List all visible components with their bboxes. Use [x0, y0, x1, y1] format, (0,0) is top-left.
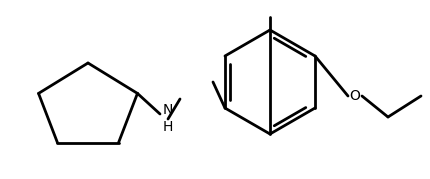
Text: H: H	[163, 120, 173, 134]
Text: N: N	[163, 103, 173, 117]
Text: O: O	[350, 89, 360, 103]
